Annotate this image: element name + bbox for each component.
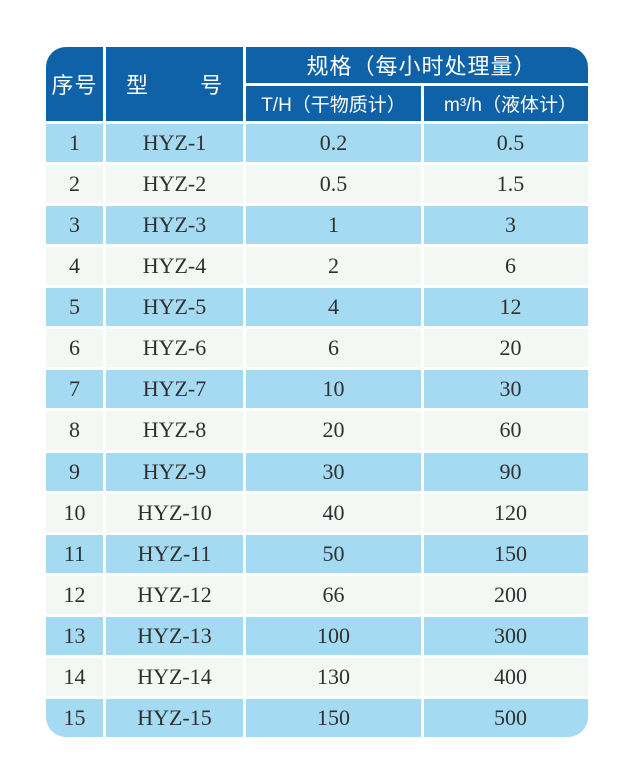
cell-th-dry: 1 bbox=[246, 206, 421, 245]
cell-th-dry: 130 bbox=[246, 657, 421, 696]
cell-m3h-liquid: 400 bbox=[424, 657, 588, 696]
cell-model: HYZ-15 bbox=[106, 698, 243, 737]
table-row: 15 HYZ-15 150 500 bbox=[46, 698, 588, 737]
table-row: 12 HYZ-12 66 200 bbox=[46, 575, 588, 614]
table-row: 1 HYZ-1 0.2 0.5 bbox=[46, 124, 588, 163]
table-row: 3 HYZ-3 1 3 bbox=[46, 206, 588, 245]
cell-m3h-liquid: 20 bbox=[424, 329, 588, 368]
cell-index: 12 bbox=[46, 575, 103, 614]
cell-m3h-liquid: 200 bbox=[424, 575, 588, 614]
cell-model: HYZ-6 bbox=[106, 329, 243, 368]
cell-model: HYZ-10 bbox=[106, 493, 243, 532]
cell-th-dry: 6 bbox=[246, 329, 421, 368]
cell-th-dry: 0.2 bbox=[246, 124, 421, 163]
cell-m3h-liquid: 150 bbox=[424, 534, 588, 573]
header-spec-group: 规格（每小时处理量） bbox=[246, 47, 588, 83]
header-m3h-liquid: m³/h（液体计） bbox=[424, 86, 588, 121]
cell-model: HYZ-12 bbox=[106, 575, 243, 614]
table-row: 7 HYZ-7 10 30 bbox=[46, 370, 588, 409]
cell-index: 13 bbox=[46, 616, 103, 655]
table-body: 1 HYZ-1 0.2 0.5 2 HYZ-2 0.5 1.5 3 HYZ-3 1 3 4 HYZ-4 2 6… bbox=[46, 124, 588, 737]
cell-index: 15 bbox=[46, 698, 103, 737]
cell-model: HYZ-11 bbox=[106, 534, 243, 573]
cell-model: HYZ-3 bbox=[106, 206, 243, 245]
cell-th-dry: 66 bbox=[246, 575, 421, 614]
cell-model: HYZ-4 bbox=[106, 247, 243, 286]
cell-m3h-liquid: 0.5 bbox=[424, 124, 588, 163]
cell-model: HYZ-5 bbox=[106, 288, 243, 327]
header-index: 序号 bbox=[46, 47, 103, 121]
cell-th-dry: 20 bbox=[246, 411, 421, 450]
cell-model: HYZ-13 bbox=[106, 616, 243, 655]
cell-index: 14 bbox=[46, 657, 103, 696]
cell-model: HYZ-2 bbox=[106, 165, 243, 204]
table-row: 9 HYZ-9 30 90 bbox=[46, 452, 588, 491]
cell-m3h-liquid: 12 bbox=[424, 288, 588, 327]
cell-th-dry: 10 bbox=[246, 370, 421, 409]
cell-index: 2 bbox=[46, 165, 103, 204]
table-row: 14 HYZ-14 130 400 bbox=[46, 657, 588, 696]
header-model: 型 号 bbox=[106, 47, 243, 121]
table-row: 8 HYZ-8 20 60 bbox=[46, 411, 588, 450]
table-row: 4 HYZ-4 2 6 bbox=[46, 247, 588, 286]
cell-m3h-liquid: 300 bbox=[424, 616, 588, 655]
cell-model: HYZ-9 bbox=[106, 452, 243, 491]
table-row: 10 HYZ-10 40 120 bbox=[46, 493, 588, 532]
cell-model: HYZ-8 bbox=[106, 411, 243, 450]
cell-model: HYZ-14 bbox=[106, 657, 243, 696]
cell-th-dry: 4 bbox=[246, 288, 421, 327]
cell-index: 10 bbox=[46, 493, 103, 532]
cell-th-dry: 2 bbox=[246, 247, 421, 286]
header-th-dry: T/H（干物质计） bbox=[246, 86, 421, 121]
table-header: 序号 型 号 规格（每小时处理量） T/H（干物质计） m³/h（液体计） bbox=[46, 47, 588, 121]
cell-index: 1 bbox=[46, 124, 103, 163]
cell-m3h-liquid: 500 bbox=[424, 698, 588, 737]
cell-index: 8 bbox=[46, 411, 103, 450]
cell-m3h-liquid: 30 bbox=[424, 370, 588, 409]
cell-m3h-liquid: 1.5 bbox=[424, 165, 588, 204]
cell-index: 4 bbox=[46, 247, 103, 286]
cell-index: 3 bbox=[46, 206, 103, 245]
cell-index: 5 bbox=[46, 288, 103, 327]
table-row: 6 HYZ-6 6 20 bbox=[46, 329, 588, 368]
cell-m3h-liquid: 3 bbox=[424, 206, 588, 245]
cell-th-dry: 150 bbox=[246, 698, 421, 737]
cell-index: 6 bbox=[46, 329, 103, 368]
cell-m3h-liquid: 120 bbox=[424, 493, 588, 532]
cell-model: HYZ-7 bbox=[106, 370, 243, 409]
cell-model: HYZ-1 bbox=[106, 124, 243, 163]
cell-m3h-liquid: 6 bbox=[424, 247, 588, 286]
cell-m3h-liquid: 90 bbox=[424, 452, 588, 491]
cell-th-dry: 30 bbox=[246, 452, 421, 491]
table-row: 13 HYZ-13 100 300 bbox=[46, 616, 588, 655]
cell-th-dry: 50 bbox=[246, 534, 421, 573]
cell-m3h-liquid: 60 bbox=[424, 411, 588, 450]
table-row: 5 HYZ-5 4 12 bbox=[46, 288, 588, 327]
cell-th-dry: 0.5 bbox=[246, 165, 421, 204]
cell-index: 11 bbox=[46, 534, 103, 573]
cell-index: 9 bbox=[46, 452, 103, 491]
table-row: 2 HYZ-2 0.5 1.5 bbox=[46, 165, 588, 204]
cell-index: 7 bbox=[46, 370, 103, 409]
cell-th-dry: 100 bbox=[246, 616, 421, 655]
cell-th-dry: 40 bbox=[246, 493, 421, 532]
table-row: 11 HYZ-11 50 150 bbox=[46, 534, 588, 573]
